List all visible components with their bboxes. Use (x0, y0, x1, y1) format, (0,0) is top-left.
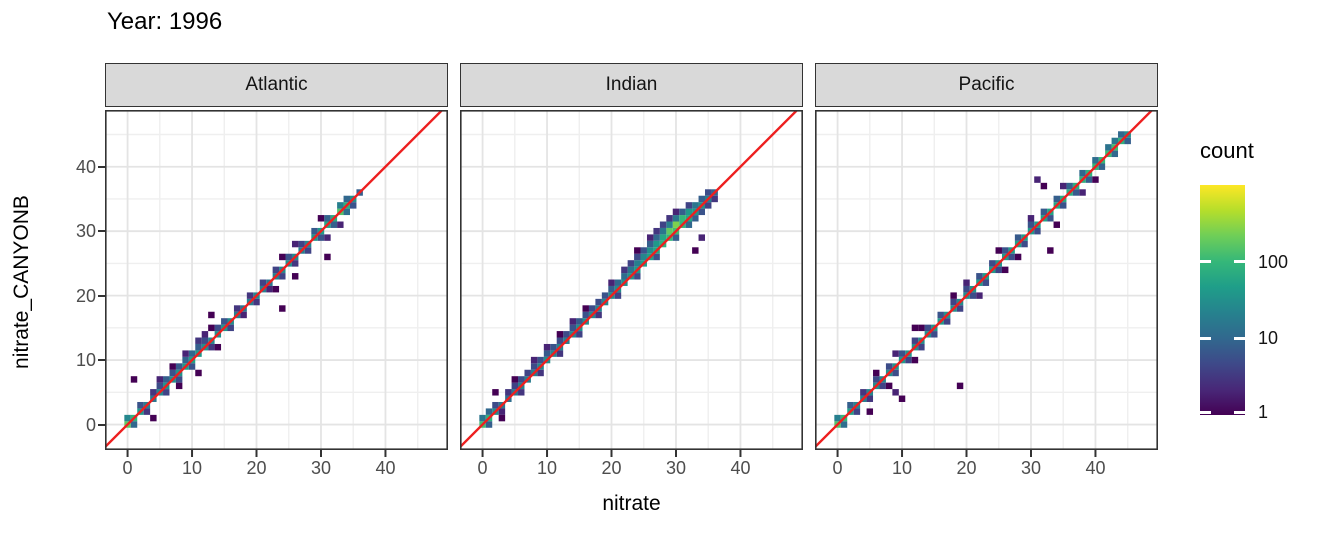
x-axis-tick-marks (126, 450, 387, 457)
x-tick-label: 40 (730, 458, 751, 478)
x-tick-label: 10 (537, 458, 558, 478)
y-tick-label: 0 (85, 414, 96, 435)
y-tick-label: 20 (75, 285, 96, 306)
legend-tick-mark (1234, 336, 1245, 340)
y-tick-mark (98, 165, 105, 168)
y-tick-mark (98, 230, 105, 233)
legend-tick-label: 10 (1258, 328, 1279, 349)
gridlines-major (460, 110, 803, 450)
plot-title: Year: 1996 (107, 8, 223, 35)
facet-strip-indian: Indian (460, 63, 803, 107)
facet-panel-atlantic (105, 110, 448, 457)
x-tick-label: 0 (832, 458, 843, 478)
x-tick-label: 40 (375, 458, 396, 478)
identity-line (815, 110, 1154, 449)
identity-line (105, 110, 444, 449)
x-axis-tick-marks (836, 450, 1097, 457)
panel-border (460, 110, 803, 450)
x-tick-label: 0 (477, 458, 488, 478)
x-tick-label: 30 (1020, 458, 1041, 478)
y-tick-mark (98, 294, 105, 297)
y-tick-mark (98, 423, 105, 426)
panel-border (815, 110, 1158, 450)
x-tick-label: 10 (182, 458, 203, 478)
facet-indian: Indian 0 10 20 30 40 (460, 63, 803, 478)
panel-border (105, 110, 448, 450)
x-tick-label: 30 (665, 458, 686, 478)
legend-colorbar (1200, 185, 1245, 415)
x-tick-label: 40 (1085, 458, 1106, 478)
y-axis-title: nitrate_CANYONB (10, 195, 33, 369)
y-tick-label: 10 (75, 350, 96, 371)
facet-panel-pacific (815, 110, 1158, 457)
legend-tick-mark (1200, 260, 1211, 264)
facet-pacific: Pacific 0 10 20 30 40 (815, 63, 1158, 478)
facet-atlantic: Atlantic 0 10 20 30 40 (105, 63, 448, 478)
y-tick-mark (98, 359, 105, 362)
legend: count 100 10 1 (1198, 138, 1338, 438)
facet-strip-atlantic: Atlantic (105, 63, 448, 107)
x-tick-label: 30 (310, 458, 331, 478)
legend-tick-label: 1 (1258, 402, 1269, 422)
x-tick-label: 20 (601, 458, 622, 478)
gridlines-major (105, 110, 448, 450)
legend-tick-mark (1234, 410, 1245, 414)
y-axis-tick-marks (36, 110, 106, 450)
x-tick-label: 10 (892, 458, 913, 478)
facet-strip-label: Indian (605, 74, 658, 95)
x-axis-title: nitrate (602, 492, 661, 515)
y-tick-label: 30 (75, 221, 96, 242)
legend-title: count (1200, 138, 1254, 163)
x-tick-label: 20 (956, 458, 977, 478)
x-tick-label: 0 (122, 458, 133, 478)
legend-tick-label: 100 (1258, 251, 1289, 272)
x-axis-tick-marks (481, 450, 742, 457)
facet-strip-pacific: Pacific (815, 63, 1158, 107)
identity-line (460, 110, 799, 449)
legend-tick-mark (1200, 336, 1211, 340)
facet-strip-label: Atlantic (245, 74, 308, 95)
legend-tick-mark (1234, 260, 1245, 264)
facet-panel-indian (460, 110, 803, 457)
y-tick-label: 40 (75, 156, 96, 177)
x-tick-label: 20 (246, 458, 267, 478)
legend-tick-mark (1200, 410, 1211, 414)
facet-strip-label: Pacific (958, 74, 1015, 95)
y-axis-labels: 0 10 20 30 40 (36, 110, 96, 450)
